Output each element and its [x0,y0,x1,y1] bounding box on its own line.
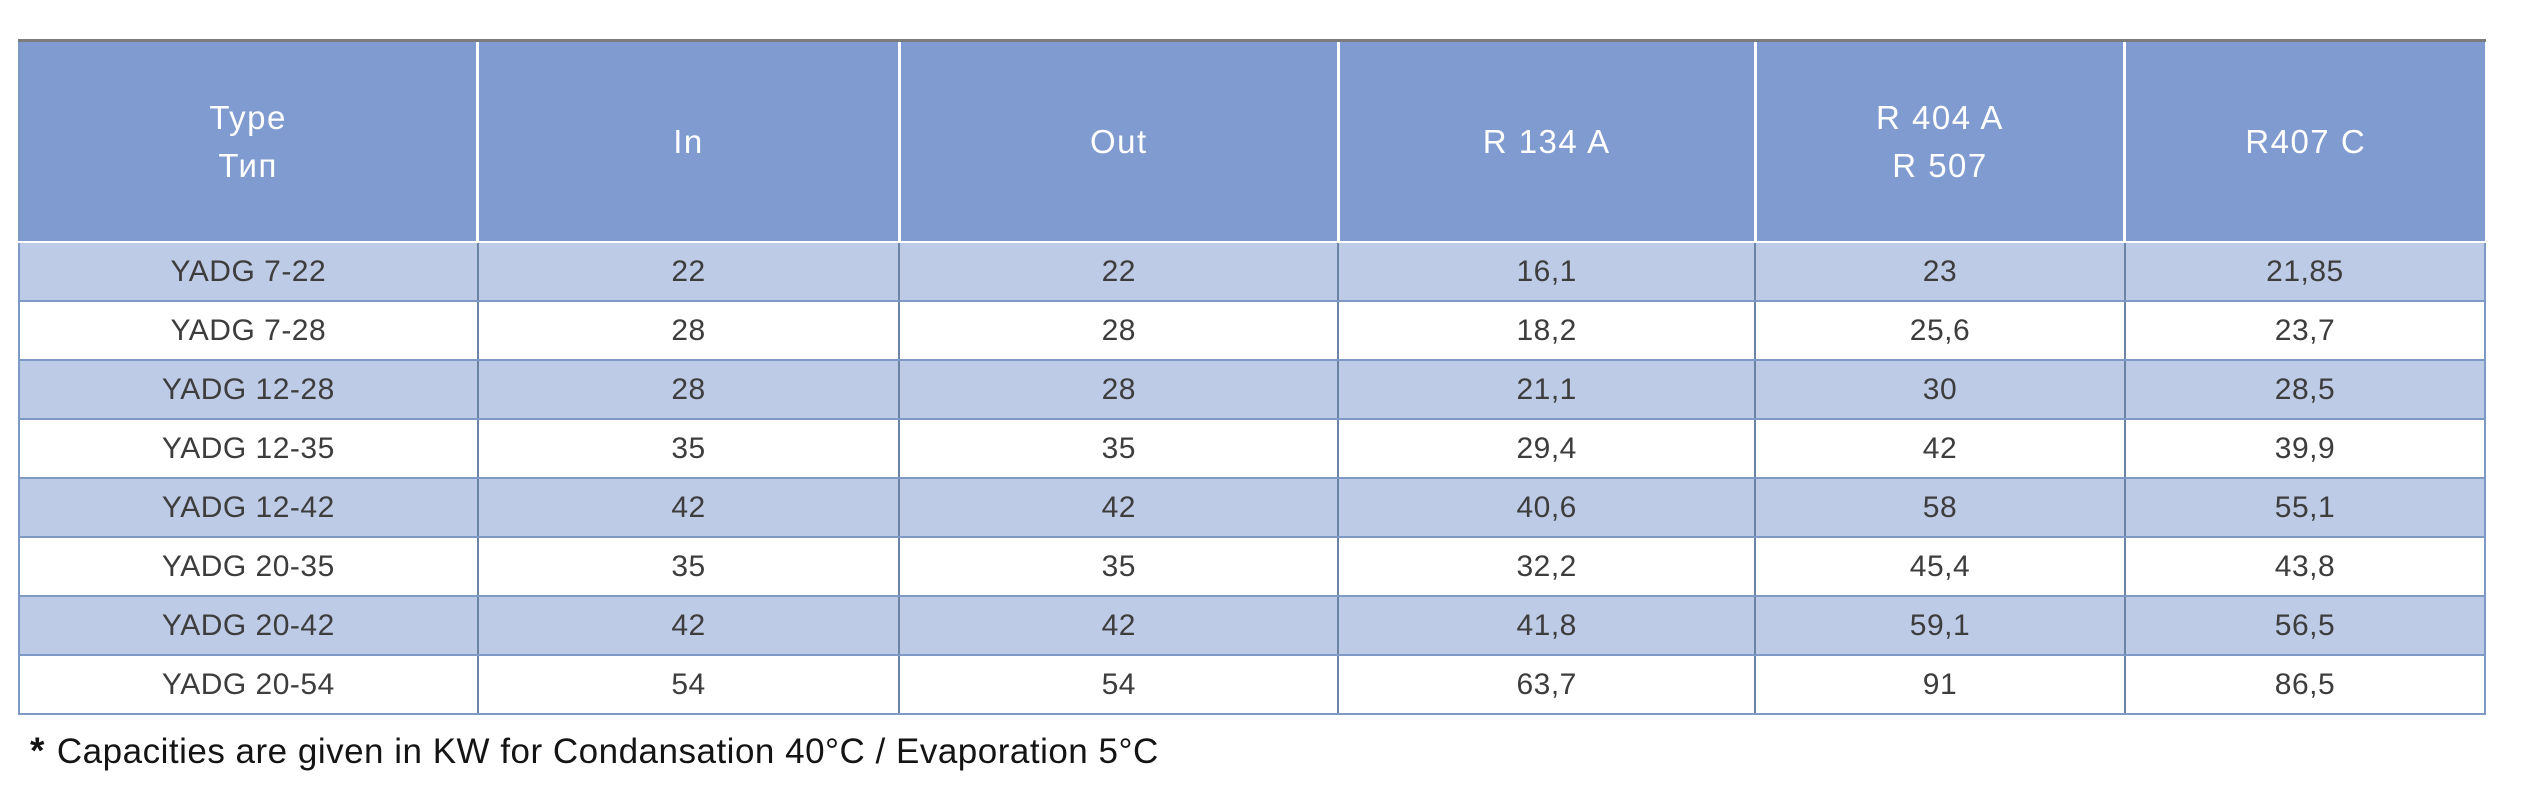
table-cell: 42 [898,477,1340,538]
table-row: YADG 20-35 35 35 32,2 45,4 43,8 [18,536,2487,597]
table-cell: 42 [476,477,901,538]
table-cell: 42 [1754,418,2126,479]
table-cell: 40,6 [1337,477,1757,538]
table-cell: 18,2 [1337,300,1757,361]
table-cell: 54 [476,654,901,715]
row-type-label: YADG 12-35 [18,418,479,479]
table-cell: 55,1 [2123,477,2487,538]
table-cell: 32,2 [1337,536,1757,597]
row-type-label: YADG 20-35 [18,536,479,597]
table-cell: 42 [898,595,1340,656]
header-cell-r404a-r507: R 404 A R 507 [1753,42,2125,243]
header-cell-out: Out [897,42,1339,243]
table-cell: 29,4 [1337,418,1757,479]
table-row: YADG 7-28 28 28 18,2 25,6 23,7 [18,300,2487,361]
row-type-label: YADG 12-42 [18,477,479,538]
table-cell: 21,1 [1337,359,1757,420]
header-cell-r407c: R407 C [2123,42,2485,243]
row-type-label: YADG 7-22 [18,241,479,302]
header-cell-type: Type Тип [18,42,478,243]
table-row: YADG 7-22 22 22 16,1 23 21,85 [18,241,2487,302]
table-row: YADG 12-28 28 28 21,1 30 28,5 [18,359,2487,420]
row-type-label: YADG 20-42 [18,595,479,656]
table-cell: 54 [898,654,1340,715]
table-row: YADG 12-42 42 42 40,6 58 55,1 [18,477,2487,538]
table-cell: 16,1 [1337,241,1757,302]
footnote-text: Capacities are given in KW for Condansat… [56,732,1159,771]
table-cell: 28 [476,359,901,420]
table-cell: 35 [898,418,1340,479]
table-cell: 28 [898,300,1340,361]
table-cell: 58 [1754,477,2126,538]
table-cell: 35 [476,418,901,479]
table-cell: 28 [898,359,1340,420]
row-type-label: YADG 20-54 [18,654,479,715]
table-cell: 42 [476,595,901,656]
footnote-asterisk: * [30,730,45,771]
table-cell: 86,5 [2123,654,2487,715]
table-cell: 25,6 [1754,300,2126,361]
table-cell: 23,7 [2123,300,2487,361]
table-cell: 63,7 [1337,654,1757,715]
table-cell: 43,8 [2123,536,2487,597]
table-cell: 45,4 [1754,536,2126,597]
table-cell: 56,5 [2123,595,2487,656]
header-cell-in: In [476,42,900,243]
table-cell: 39,9 [2123,418,2487,479]
table-cell: 91 [1754,654,2126,715]
table-cell: 22 [476,241,901,302]
table-row: YADG 20-42 42 42 41,8 59,1 56,5 [18,595,2487,656]
table-body: YADG 7-22 22 22 16,1 23 21,85 YADG 7-28 28 28 18,… [18,241,2487,715]
table-cell: 35 [898,536,1340,597]
table-cell: 30 [1754,359,2126,420]
table-cell: 41,8 [1337,595,1757,656]
table-cell: 23 [1754,241,2126,302]
table-row: YADG 12-35 35 35 29,4 42 39,9 [18,418,2487,479]
table-cell: 35 [476,536,901,597]
table-cell: 28,5 [2123,359,2487,420]
table-cell: 59,1 [1754,595,2126,656]
table-cell: 28 [476,300,901,361]
row-type-label: YADG 7-28 [18,300,479,361]
row-type-label: YADG 12-28 [18,359,479,420]
table-cell: 22 [898,241,1340,302]
table-cell: 21,85 [2123,241,2487,302]
table-row: YADG 20-54 54 54 63,7 91 86,5 [18,654,2487,715]
header-cell-r134a: R 134 A [1336,42,1756,243]
footnote: * Capacities are given in KW for Condansa… [30,730,1159,772]
